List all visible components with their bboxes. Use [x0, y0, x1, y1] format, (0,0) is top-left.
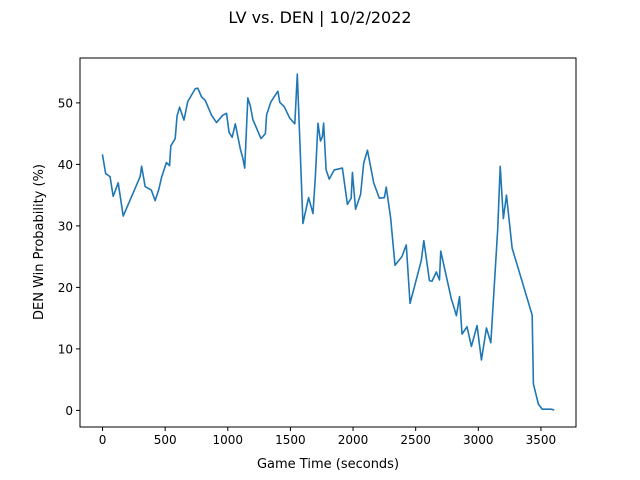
- x-axis-label: Game Time (seconds): [257, 457, 399, 472]
- y-tick-label: 0: [65, 404, 73, 418]
- x-tick-label: 500: [154, 433, 177, 447]
- y-tick-label: 50: [58, 96, 73, 110]
- y-tick-label: 30: [58, 219, 73, 233]
- y-tick-label: 10: [58, 342, 73, 356]
- series-line: [101, 73, 555, 411]
- x-tick-label: 1500: [275, 433, 306, 447]
- x-tick-label: 0: [99, 433, 107, 447]
- chart-title: LV vs. DEN | 10/2/2022: [228, 8, 411, 27]
- x-tick-label: 3500: [526, 433, 557, 447]
- x-tick-label: 2000: [338, 433, 369, 447]
- y-tick-label: 40: [58, 158, 73, 172]
- series-layer: [101, 73, 555, 411]
- x-tick-label: 2500: [400, 433, 431, 447]
- plot-frame: [79, 57, 577, 428]
- x-tick-label: 1000: [213, 433, 244, 447]
- x-tick-label: 3000: [463, 433, 494, 447]
- x-axis: 0 500 1000 1500 2000 2500 3000 3500: [99, 427, 556, 447]
- y-axis-label: DEN Win Probability (%): [32, 164, 47, 320]
- y-tick-label: 20: [58, 281, 73, 295]
- y-axis: 0 10 20 30 40 50: [58, 96, 80, 418]
